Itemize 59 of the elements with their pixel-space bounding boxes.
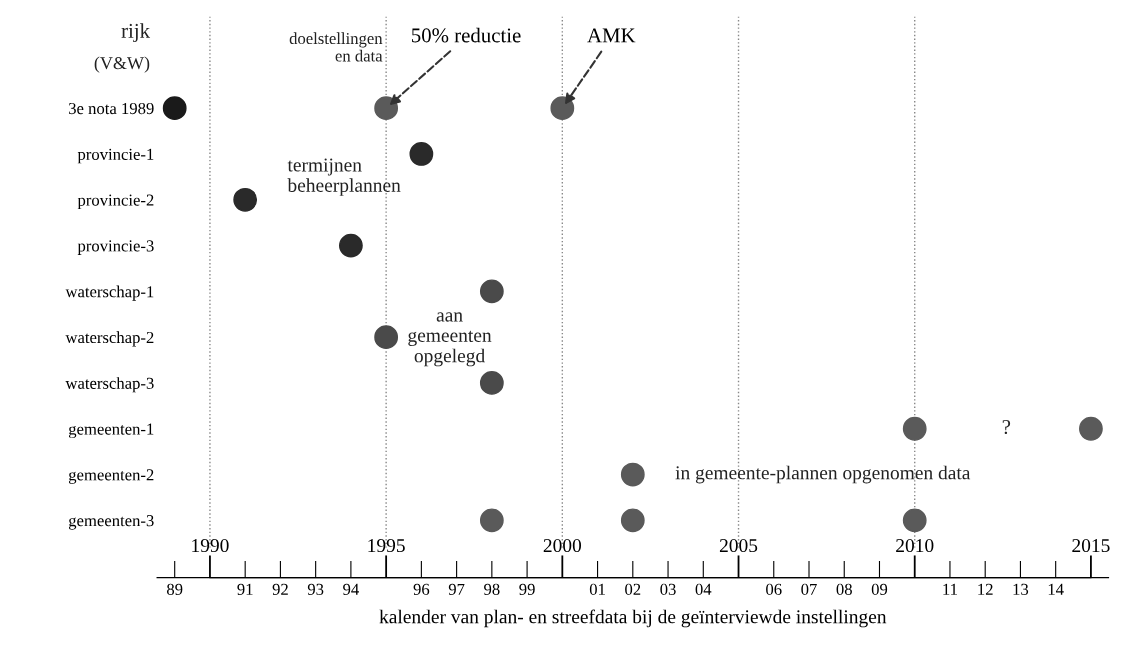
x-axis-title: kalender van plan- en streefdata bij de geïnterviewde instellingen bbox=[379, 609, 887, 628]
x-tick-label: 01 bbox=[589, 583, 605, 595]
point bbox=[550, 96, 575, 121]
x-tick-label: 02 bbox=[625, 583, 641, 595]
point bbox=[162, 96, 187, 121]
x2-tick-label: 2005 bbox=[719, 539, 758, 553]
annotation: ? bbox=[1002, 419, 1011, 435]
annotation: AMK bbox=[587, 28, 636, 43]
annotation: in gemeente-plannen opgenomen data bbox=[675, 465, 971, 484]
x2-tick-label: 2010 bbox=[896, 539, 934, 553]
x-tick-label: 98 bbox=[484, 583, 500, 595]
point bbox=[902, 508, 927, 533]
point bbox=[409, 142, 434, 166]
x-tick-label: 04 bbox=[695, 583, 712, 595]
x-tick-label: 08 bbox=[836, 583, 852, 595]
point bbox=[233, 187, 258, 212]
y-tick-label: gemeenten-3 bbox=[68, 515, 154, 530]
point bbox=[374, 96, 399, 121]
point bbox=[374, 325, 399, 350]
x-tick-label: 13 bbox=[1013, 583, 1029, 595]
annotation: aan gemeenten opgelegd bbox=[408, 312, 492, 367]
x-tick-label: 94 bbox=[343, 583, 359, 595]
point bbox=[1079, 416, 1103, 441]
x2-tick-label: 1995 bbox=[368, 539, 405, 553]
x2-tick-label: 1990 bbox=[192, 539, 229, 553]
text: (V&W) bbox=[94, 56, 150, 73]
x-tick-label: 14 bbox=[1048, 583, 1064, 595]
x-tick-label: 99 bbox=[519, 583, 535, 595]
y-tick-label: waterschap-2 bbox=[65, 331, 154, 347]
y-tick-label: waterschap-1 bbox=[65, 285, 154, 301]
x-tick-label: 06 bbox=[766, 583, 782, 595]
point bbox=[339, 233, 363, 258]
point bbox=[620, 508, 645, 533]
x-tick-label: 09 bbox=[871, 583, 888, 595]
y-tick-label: 3e nota 1989 bbox=[69, 102, 154, 115]
x-tick-label: 03 bbox=[660, 583, 676, 595]
text: rijk bbox=[121, 23, 151, 43]
x-tick-label: 93 bbox=[307, 583, 324, 595]
point bbox=[479, 279, 504, 304]
annotation: termijnen beheerplannen bbox=[287, 158, 401, 196]
text: doelstellingen en data bbox=[289, 32, 383, 62]
x-tick-label: 11 bbox=[943, 583, 957, 595]
y-tick-label: waterschap-3 bbox=[65, 377, 154, 393]
x-tick-label: 92 bbox=[272, 583, 288, 595]
y-tick-label: gemeenten-1 bbox=[68, 423, 154, 439]
y-tick-label: provincie-2 bbox=[77, 194, 154, 210]
x-tick-label: 07 bbox=[801, 583, 817, 595]
y-tick-label: provincie-3 bbox=[77, 240, 154, 255]
y-tick-label: gemeenten-2 bbox=[68, 469, 154, 484]
x-tick-label: 12 bbox=[978, 583, 993, 595]
point bbox=[479, 371, 504, 395]
annotation: 50% reductie bbox=[412, 27, 521, 43]
x2-tick-label: 2000 bbox=[543, 539, 582, 553]
x2-tick-label: 2015 bbox=[1072, 539, 1110, 553]
x-tick-label: 96 bbox=[413, 583, 430, 595]
x-tick-label: 91 bbox=[237, 583, 253, 595]
x-tick-label: 89 bbox=[167, 583, 183, 595]
x-tick-label: 97 bbox=[448, 583, 465, 595]
y-tick-label: provincie-1 bbox=[77, 148, 154, 164]
